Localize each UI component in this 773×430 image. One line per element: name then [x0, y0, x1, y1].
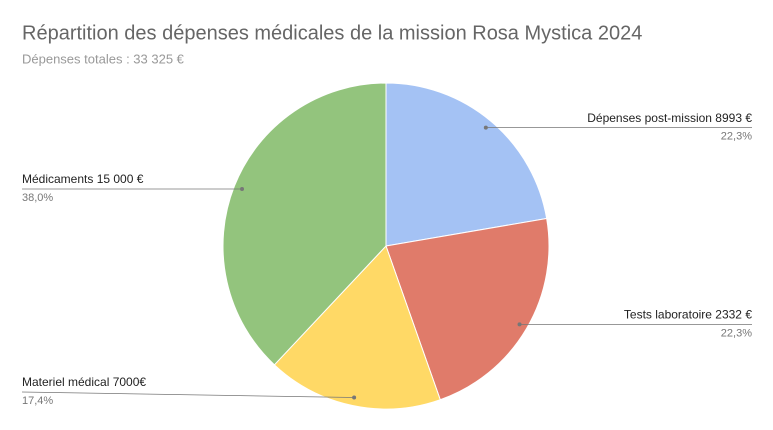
slice-percent: 22,3%: [721, 327, 752, 339]
slice-label: Tests laboratoire 2332 €: [624, 308, 752, 322]
slice-percent: 17,4%: [22, 395, 53, 407]
slice-percent: 22,3%: [721, 131, 752, 143]
chart-subtitle: Dépenses totales : 33 325 €: [22, 51, 185, 66]
leader-dot: [240, 186, 245, 191]
leader-dot: [517, 322, 522, 327]
slice-percent: 38,0%: [22, 192, 53, 204]
chart-title: Répartition des dépenses médicales de la…: [22, 22, 642, 44]
pie-slice: [222, 82, 387, 366]
pie-slice: [273, 245, 441, 410]
pie-slice: [385, 82, 548, 247]
leader-line: [21, 391, 355, 398]
slice-label: Médicaments 15 000 €: [22, 172, 144, 186]
leader-dot: [483, 125, 488, 130]
slice-label: Materiel médical 7000€: [22, 375, 146, 389]
leader-dot: [352, 395, 357, 400]
pie-slice: [385, 217, 550, 401]
slice-label: Dépenses post-mission 8993 €: [587, 111, 752, 125]
